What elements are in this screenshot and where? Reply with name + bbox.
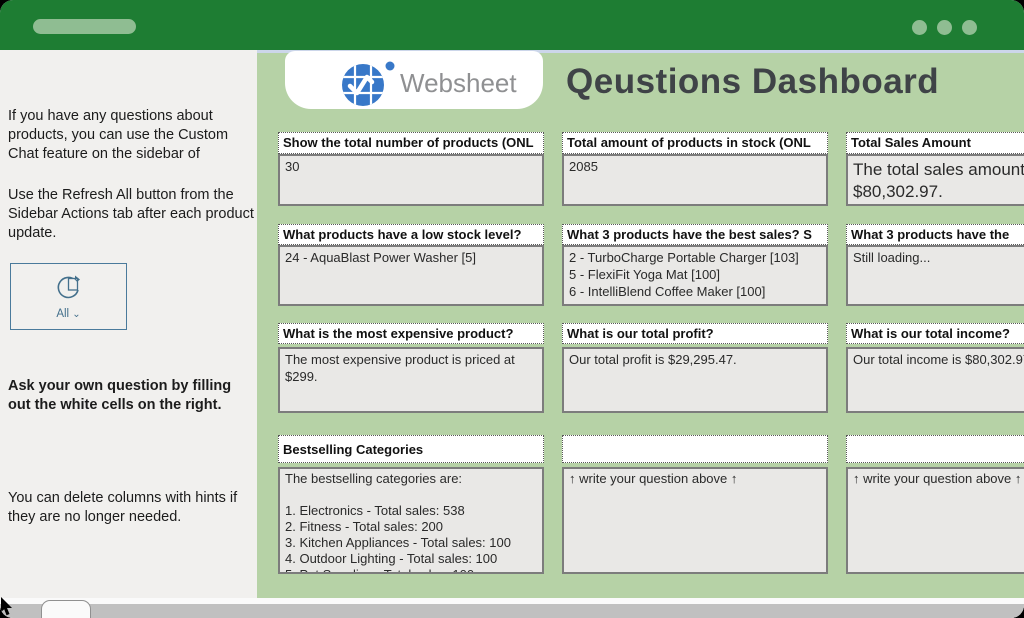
question-card: What 3 products have the best sales? S 2… [562, 224, 828, 306]
chevron-down-icon: ⌄ [72, 309, 81, 320]
answer-cell: ↑ write your question above ↑ [846, 467, 1024, 574]
question-card: What products have a low stock level? 24… [278, 224, 544, 306]
sidebar-note-delete-columns: You can delete columns with hints if the… [8, 490, 238, 525]
window-control-dot [912, 20, 927, 35]
sidebar-note-refresh: Use the Refresh All button from the Side… [8, 187, 254, 241]
question-card: ↑ write your question above ↑ [846, 435, 1024, 574]
question-cell[interactable]: What 3 products have the best sales? S [562, 224, 828, 245]
sheet-tab[interactable] [41, 600, 91, 618]
websheet-logo-card [285, 51, 543, 109]
answer-cell: 2 - TurboCharge Portable Charger [103] 5… [562, 245, 828, 306]
answer-cell: 30 [278, 154, 544, 206]
question-card: Total Sales Amount The total sales amoun… [846, 132, 1024, 206]
question-card: What is the most expensive product? The … [278, 323, 544, 413]
question-cell[interactable]: Total Sales Amount [846, 132, 1024, 154]
browser-top-bar [0, 0, 1024, 50]
window-control-dot [937, 20, 952, 35]
answer-cell: 2085 [562, 154, 828, 206]
answer-cell: The total sales amount is $80,302.97. [846, 154, 1024, 206]
answer-cell: ↑ write your question above ↑ [562, 467, 828, 574]
question-card: What is our total income? Our total inco… [846, 323, 1024, 413]
question-cell[interactable]: What products have a low stock level? [278, 224, 544, 245]
answer-cell: Our total income is $80,302.97. [846, 347, 1024, 413]
question-card: ↑ write your question above ↑ [562, 435, 828, 574]
question-cell[interactable]: What is our total income? [846, 323, 1024, 344]
question-cell[interactable]: Show the total number of products (ONL [278, 132, 544, 154]
refresh-all-label: All ⌄ [56, 308, 81, 320]
question-card: What 3 products have the Still loading..… [846, 224, 1024, 306]
question-cell[interactable]: What is our total profit? [562, 323, 828, 344]
question-card: Total amount of products in stock (ONL 2… [562, 132, 828, 206]
question-cell[interactable]: Total amount of products in stock (ONL [562, 132, 828, 154]
refresh-all-button[interactable]: All ⌄ [10, 263, 127, 330]
window-control-dot [962, 20, 977, 35]
page-title: Qeustions Dashboard [566, 62, 940, 101]
question-card: Bestselling Categories The bestselling c… [278, 435, 544, 574]
sidebar-note-custom-chat: If you have any questions about products… [8, 108, 229, 162]
answer-cell: The most expensive product is priced at … [278, 347, 544, 413]
question-card: What is our total profit? Our total prof… [562, 323, 828, 413]
question-input-cell[interactable] [846, 435, 1024, 463]
refresh-all-icon [57, 275, 80, 299]
address-bar-pill [33, 19, 136, 34]
question-cell[interactable]: Bestselling Categories [278, 435, 544, 463]
question-cell[interactable]: What is the most expensive product? [278, 323, 544, 344]
question-cell[interactable]: What 3 products have the [846, 224, 1024, 245]
mouse-cursor-icon [1, 597, 12, 616]
question-card: Show the total number of products (ONL 3… [278, 132, 544, 206]
instructions-sidebar: If you have any questions about products… [0, 50, 257, 604]
question-input-cell[interactable] [562, 435, 828, 463]
answer-cell: Our total profit is $29,295.47. [562, 347, 828, 413]
horizontal-scrollbar[interactable] [0, 604, 1024, 618]
sheet-top-edge [257, 50, 1024, 53]
answer-cell: Still loading... [846, 245, 1024, 306]
sidebar-note-ask-question: Ask your own question by filling out the… [8, 378, 232, 413]
websheet-logo-icon [342, 61, 395, 106]
answer-cell: 24 - AquaBlast Power Washer [5] [278, 245, 544, 306]
logo-wordmark: Websheet [400, 68, 517, 98]
answer-cell: The bestselling categories are: 1. Elect… [278, 467, 544, 574]
